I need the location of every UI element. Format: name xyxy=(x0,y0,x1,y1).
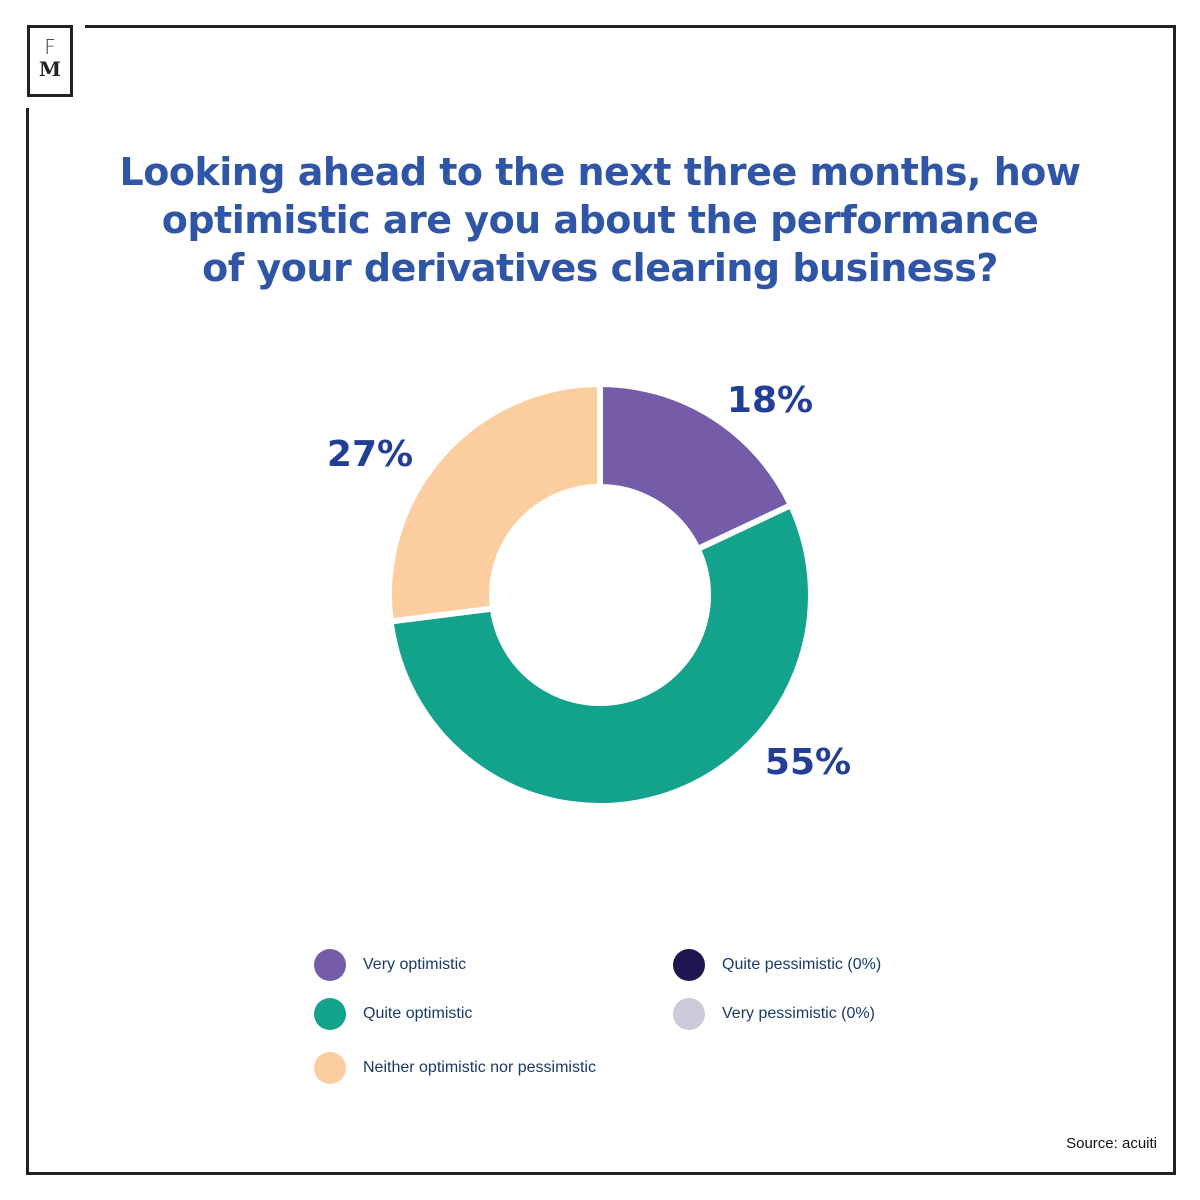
legend-item: Very pessimistic (0%) xyxy=(673,998,875,1030)
logo-f: F xyxy=(44,35,56,59)
legend-label: Very optimistic xyxy=(363,956,467,973)
title-line: of your derivatives clearing business? xyxy=(202,246,998,290)
slice-value-label: 18% xyxy=(727,380,813,421)
legend-swatch xyxy=(314,1052,346,1084)
legend-label: Very pessimistic (0%) xyxy=(722,1005,875,1022)
title-line: optimistic are you about the performance xyxy=(161,198,1039,242)
donut-slice xyxy=(597,380,795,554)
legend-swatch xyxy=(673,949,705,981)
legend-swatch xyxy=(673,998,705,1030)
legend-label: Quite pessimistic (0%) xyxy=(722,956,882,973)
legend-item: Quite pessimistic (0%) xyxy=(673,949,881,981)
legend-item: Quite optimistic xyxy=(314,998,472,1030)
legend-item: Neither optimistic nor pessimistic xyxy=(314,1052,596,1084)
frame-left xyxy=(26,108,29,1175)
frame-top xyxy=(85,25,1176,28)
legend-label: Neither optimistic nor pessimistic xyxy=(363,1059,596,1076)
source-note: Source: acuiti xyxy=(1066,1135,1157,1152)
frame-right xyxy=(1173,25,1176,1175)
legend-label: Quite optimistic xyxy=(363,1005,473,1022)
slice-value-label: 55% xyxy=(765,742,851,783)
donut-slice xyxy=(386,380,603,625)
donut-slice xyxy=(387,501,814,809)
fm-logo: F M xyxy=(27,25,73,97)
legend-swatch xyxy=(314,949,346,981)
chart-title: Looking ahead to the next three months, … xyxy=(100,148,1100,292)
legend-item: Very optimistic xyxy=(314,949,466,981)
frame-bottom xyxy=(26,1172,1176,1175)
title-line: Looking ahead to the next three months, … xyxy=(119,150,1081,194)
slice-value-label: 27% xyxy=(327,434,413,475)
logo-m: M xyxy=(38,57,62,81)
legend-swatch xyxy=(314,998,346,1030)
